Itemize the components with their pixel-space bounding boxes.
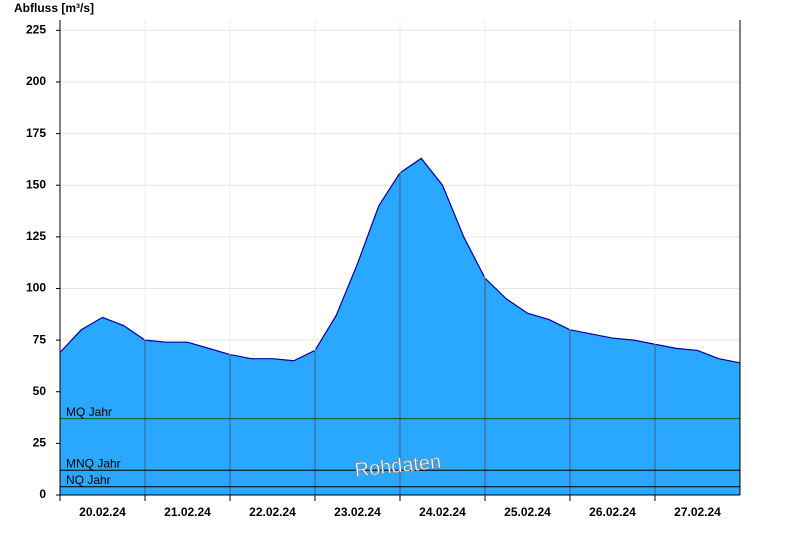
reference-label: MNQ Jahr (66, 456, 121, 470)
x-tick-label: 21.02.24 (164, 505, 211, 519)
y-tick-label: 25 (33, 436, 47, 450)
y-tick-label: 150 (26, 177, 46, 191)
x-tick-label: 24.02.24 (419, 505, 466, 519)
y-tick-label: 50 (33, 384, 47, 398)
y-axis-title: Abfluss [m³/s] (14, 1, 94, 15)
y-tick-label: 125 (26, 229, 46, 243)
reference-label: MQ Jahr (66, 405, 112, 419)
y-tick-label: 225 (26, 22, 46, 36)
y-tick-label: 175 (26, 126, 46, 140)
x-tick-label: 25.02.24 (504, 505, 551, 519)
y-tick-label: 200 (26, 74, 46, 88)
reference-label: NQ Jahr (66, 473, 111, 487)
x-tick-label: 23.02.24 (334, 505, 381, 519)
y-tick-label: 75 (33, 332, 47, 346)
x-tick-label: 20.02.24 (79, 505, 126, 519)
y-tick-label: 100 (26, 281, 46, 295)
y-tick-label: 0 (39, 487, 46, 501)
x-tick-label: 22.02.24 (249, 505, 296, 519)
x-tick-label: 26.02.24 (589, 505, 636, 519)
x-tick-label: 27.02.24 (674, 505, 721, 519)
